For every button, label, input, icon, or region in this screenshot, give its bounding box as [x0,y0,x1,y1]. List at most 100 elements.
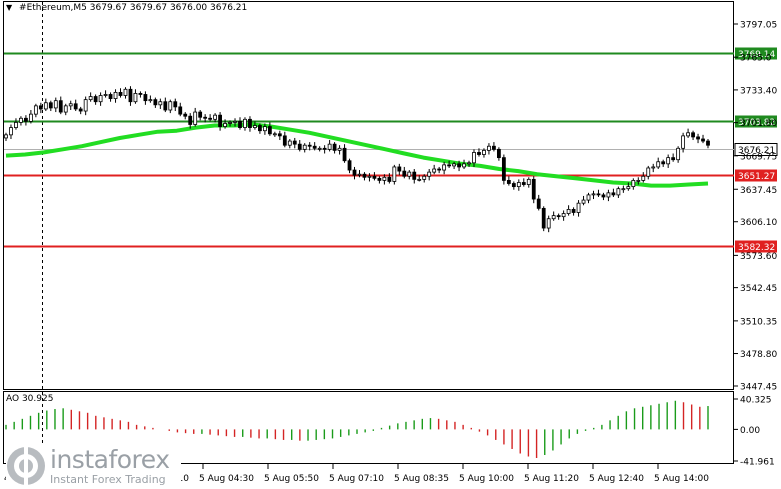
price-tick-label: 3478.80 [740,350,777,360]
time-tick-label: 5 Aug 12:40 [589,474,644,484]
candle [88,92,93,102]
candle [392,164,397,185]
candle [636,177,641,185]
instaforex-logo-icon [7,446,45,486]
symbol-timeframe-label: #Ethereum,M5 [19,3,87,13]
candle [248,116,252,132]
candle [347,158,352,174]
dropdown-triangle-icon[interactable]: ▼ [6,3,13,12]
candle [626,182,631,191]
candle [24,115,28,126]
candle [58,96,63,115]
candle [377,176,382,184]
candle-body [4,134,8,139]
candle-body [78,108,83,112]
candle [19,116,23,126]
candle-body [417,178,422,181]
candle [541,206,546,232]
candle [561,210,566,221]
candle [297,140,302,152]
candle [611,188,616,197]
candle-body [28,113,33,122]
candle [487,143,491,155]
candle [656,157,661,170]
candle [342,144,347,163]
candle [337,145,342,155]
candle-body [128,88,133,103]
candle-body [233,120,237,123]
candle [253,121,257,130]
candle [118,88,123,98]
candle-body [442,164,447,171]
candle-body [686,132,690,137]
candle [516,179,521,191]
candle-body [83,99,88,112]
candle [397,163,402,176]
candle [218,112,222,131]
candle-body [511,183,516,188]
candle-body [88,96,93,101]
candle [9,124,13,139]
candle-body [427,171,432,177]
candle [73,99,78,112]
candle [213,113,218,123]
candle [691,130,695,141]
candle-body [407,171,412,177]
candles-layer [4,86,710,233]
candle-body [606,192,611,198]
candle-body [526,178,531,185]
candle [382,174,387,185]
candle-body [397,166,402,172]
candle [198,109,203,121]
candle [168,99,173,114]
candle [551,211,556,221]
candle-body [68,103,73,107]
candle-body [591,193,596,196]
time-tick-label: 5 Aug 11:20 [524,474,579,484]
candle [596,189,601,197]
candle [621,185,626,193]
candle-body [183,113,188,117]
candle-body [198,111,203,118]
candle-body [571,209,576,213]
candle [243,117,247,131]
candle [108,92,113,102]
price-axis: 3797.05 3765.0 3733.40 3701.80 3669.75 3637.4… [734,21,777,393]
candle [287,138,292,149]
candle-body [203,116,208,119]
candle [143,91,148,105]
candle-body [691,132,695,138]
ao-tick-label: 40.325 [740,396,772,406]
candle [501,154,506,185]
time-tick-label: 5 Aug 07:10 [329,474,384,484]
candle-body [292,140,297,145]
ao-tick-label: -41.961 [740,458,775,468]
candle-body [287,140,292,146]
resistance-level-label: 3769.14 [738,50,775,60]
candle-body [556,215,561,218]
support-level-tag [735,169,777,182]
candle-body [621,188,626,191]
candle [233,118,237,127]
candle [193,107,198,127]
candle-body [153,99,158,106]
candle-body [33,105,38,115]
price-tick-label: 3447.45 [740,383,777,393]
price-tick-label: 3701.80 [740,119,777,129]
candle [183,112,188,120]
candle-body [696,136,700,140]
candle [511,181,516,190]
candle-body [297,143,302,150]
price-tick-label: 3542.45 [740,284,777,294]
candle [412,169,417,184]
candle [581,195,586,206]
resistance-level-tag [735,115,777,128]
candle [631,178,636,190]
candle [357,170,362,178]
current-price-label: 3676.21 [738,146,775,156]
candle [203,114,208,123]
candle-body [213,114,218,120]
candle [506,176,511,186]
candle [477,148,481,157]
